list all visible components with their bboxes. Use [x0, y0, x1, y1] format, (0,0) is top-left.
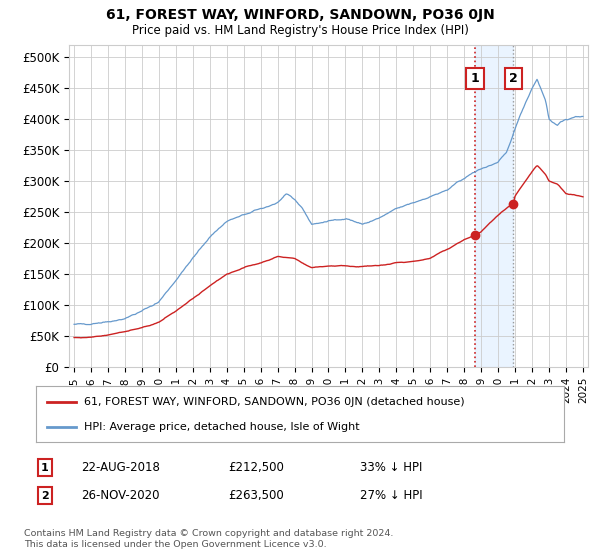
- Text: 2: 2: [41, 491, 49, 501]
- Text: Price paid vs. HM Land Registry's House Price Index (HPI): Price paid vs. HM Land Registry's House …: [131, 24, 469, 36]
- Text: 27% ↓ HPI: 27% ↓ HPI: [360, 489, 422, 502]
- Bar: [475, 45, 514, 367]
- Text: Contains HM Land Registry data © Crown copyright and database right 2024.
This d: Contains HM Land Registry data © Crown c…: [24, 529, 394, 549]
- Text: £212,500: £212,500: [228, 461, 284, 474]
- Text: 1: 1: [470, 72, 479, 85]
- Text: 22-AUG-2018: 22-AUG-2018: [81, 461, 160, 474]
- Text: 1: 1: [41, 463, 49, 473]
- Text: 61, FOREST WAY, WINFORD, SANDOWN, PO36 0JN (detached house): 61, FOREST WAY, WINFORD, SANDOWN, PO36 0…: [83, 397, 464, 407]
- Text: £263,500: £263,500: [228, 489, 284, 502]
- Text: HPI: Average price, detached house, Isle of Wight: HPI: Average price, detached house, Isle…: [83, 422, 359, 432]
- Text: 2: 2: [509, 72, 518, 85]
- Text: 26-NOV-2020: 26-NOV-2020: [81, 489, 160, 502]
- Text: 61, FOREST WAY, WINFORD, SANDOWN, PO36 0JN: 61, FOREST WAY, WINFORD, SANDOWN, PO36 0…: [106, 8, 494, 22]
- Text: 33% ↓ HPI: 33% ↓ HPI: [360, 461, 422, 474]
